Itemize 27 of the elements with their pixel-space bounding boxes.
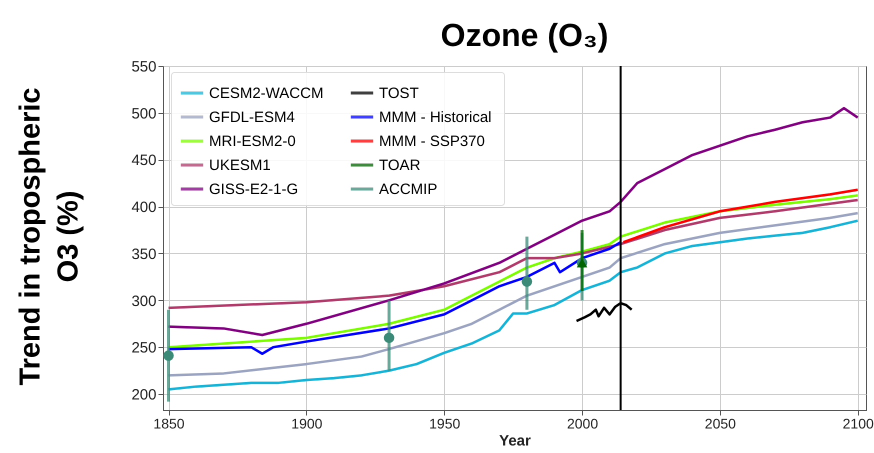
x-tick-label: 1950 <box>429 416 460 432</box>
y-tick-label: 400 <box>131 199 156 216</box>
legend-label: MRI-ESM2-0 <box>209 133 296 150</box>
legend-label: MMM - SSP370 <box>379 133 485 150</box>
y-tick-label: 200 <box>131 386 156 404</box>
y-tick-label: 300 <box>131 292 156 310</box>
legend-label: UKESM1 <box>209 157 271 174</box>
legend-label: GISS-E2-1-G <box>209 181 298 198</box>
legend-label: TOST <box>379 85 419 102</box>
legend-label: TOAR <box>379 157 421 174</box>
x-axis-title: Year <box>499 432 532 450</box>
y-tick-label: 450 <box>131 152 156 170</box>
x-tick-label: 2050 <box>704 416 736 432</box>
legend-label: GFDL-ESM4 <box>209 109 295 126</box>
x-tick-label: 1850 <box>153 416 185 432</box>
x-tick-label: 1900 <box>291 416 323 432</box>
legend-label: ACCMIP <box>379 181 438 198</box>
y-axis-title: Trend in tropospheric O3 (%) <box>14 87 84 386</box>
y-tick-label: 250 <box>131 340 156 357</box>
legend-label: CESM2-WACCM <box>209 85 324 102</box>
x-tick-label: 2000 <box>566 416 598 432</box>
x-tick-label: 2100 <box>842 416 874 432</box>
y-tick-label: 350 <box>131 246 156 263</box>
y-tick-label: 550 <box>131 58 156 76</box>
chart-title: Ozone (O₃) <box>440 17 608 53</box>
y-tick-label: 500 <box>131 105 156 122</box>
legend-label: MMM - Historical <box>379 109 492 126</box>
